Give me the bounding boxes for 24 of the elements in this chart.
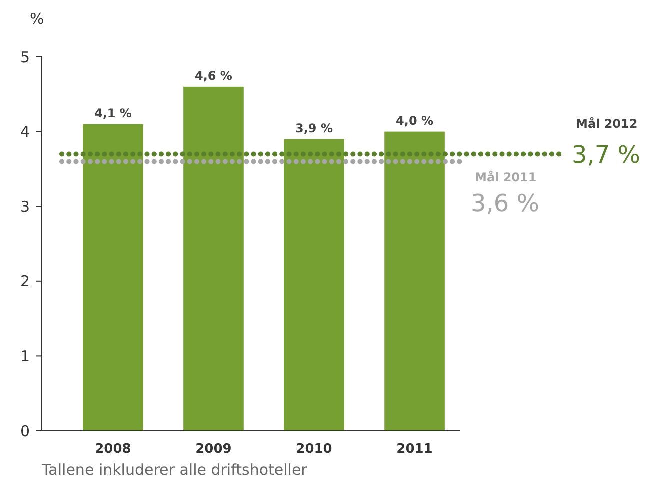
y-tick-label: 4 (20, 123, 30, 142)
y-tick-label: 2 (20, 272, 30, 291)
x-tick-label: 2008 (95, 442, 132, 457)
data-label: 4,1 % (94, 106, 132, 120)
text: Tallene inkluderer alle driftshoteller (41, 461, 308, 479)
data-label: 4,0 % (396, 114, 434, 128)
bar (83, 124, 144, 431)
data-label: 3,9 % (296, 121, 333, 136)
y-tick-label: 0 (20, 422, 30, 440)
y-axis-title: % (30, 10, 44, 28)
x-tick-label: 2009 (196, 442, 232, 457)
text: 3,7 % (572, 141, 641, 170)
y-tick-label: 3 (20, 198, 30, 216)
y-tick-label: 5 (20, 48, 30, 66)
x-tick-label: 2010 (296, 442, 332, 457)
text: 3,6 % (471, 190, 540, 218)
bar (384, 132, 445, 431)
y-tick-label: 1 (20, 347, 30, 366)
x-tick-label: 2011 (396, 442, 433, 457)
ref-line-label: Mål 2011 (475, 170, 537, 185)
data-label: 4,6 % (195, 68, 232, 83)
bar (284, 139, 344, 431)
bar (184, 86, 244, 431)
ref-line-label: Mål 2012 (576, 117, 638, 132)
